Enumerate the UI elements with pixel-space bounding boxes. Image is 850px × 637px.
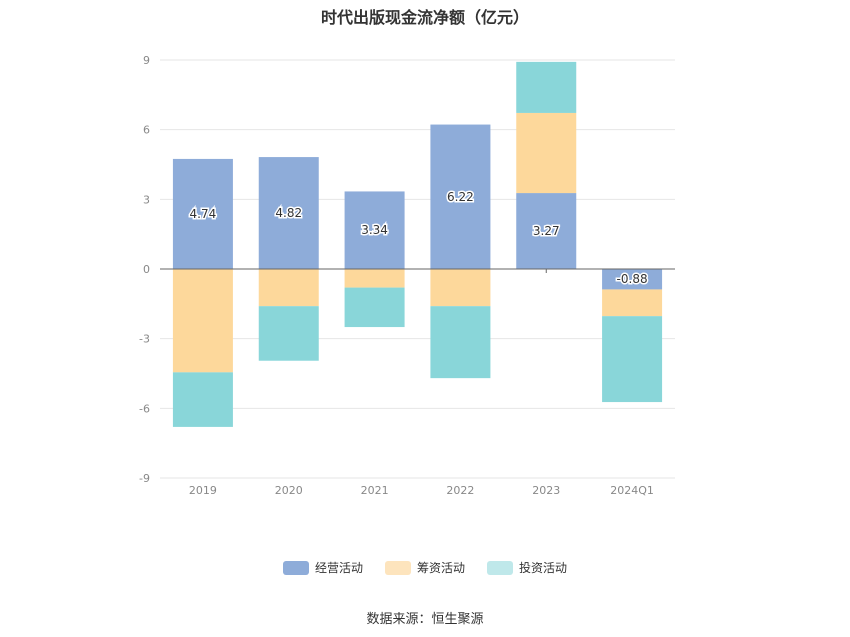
x-tick-label: 2019 bbox=[189, 484, 217, 497]
bar-经营活动-2019 bbox=[172, 158, 233, 269]
legend-swatch-operating bbox=[282, 560, 309, 575]
x-tick-label: 2023 bbox=[532, 484, 560, 497]
y-tick-label: 9 bbox=[143, 54, 150, 67]
data-label: 3.27 bbox=[533, 224, 560, 238]
bar-经营活动-2024Q1 bbox=[602, 269, 663, 290]
chart-legend: 经营活动 筹资活动 投资活动 bbox=[0, 559, 850, 576]
data-label: 6.22 bbox=[447, 190, 474, 204]
legend-label-investing: 投资活动 bbox=[519, 561, 568, 575]
bar-投资活动-2023 bbox=[516, 61, 577, 113]
legend-item-operating[interactable]: 经营活动 bbox=[282, 559, 363, 576]
y-tick-label: -9 bbox=[139, 472, 150, 485]
data-label: 4.74 bbox=[190, 207, 217, 221]
bar-筹资活动-2019 bbox=[172, 269, 233, 373]
data-source-note: 数据来源：恒生聚源 bbox=[366, 612, 484, 627]
bar-投资活动-2022 bbox=[430, 306, 491, 379]
bar-筹资活动-2024Q1 bbox=[602, 289, 663, 317]
bar-投资活动-2019 bbox=[172, 372, 233, 427]
legend-label-operating: 经营活动 bbox=[314, 561, 363, 575]
bar-投资活动-2024Q1 bbox=[602, 316, 663, 403]
legend-swatch-financing bbox=[384, 560, 411, 575]
x-tick-label: 2021 bbox=[361, 484, 389, 497]
legend-item-financing[interactable]: 筹资活动 bbox=[384, 559, 465, 576]
data-label: 4.82 bbox=[275, 206, 302, 220]
bar-筹资活动-2023 bbox=[516, 112, 577, 194]
data-label: 3.34 bbox=[361, 223, 388, 237]
bar-筹资活动-2021 bbox=[344, 269, 405, 288]
bar-投资活动-2020 bbox=[258, 306, 319, 361]
bar-筹资活动-2020 bbox=[258, 269, 319, 307]
x-tick-label: 2024Q1 bbox=[610, 484, 654, 497]
legend-swatch-investing bbox=[487, 560, 513, 575]
bar-经营活动-2020 bbox=[258, 157, 319, 269]
y-tick-label: 3 bbox=[143, 193, 150, 206]
bar-筹资活动-2022 bbox=[430, 269, 491, 307]
bar-经营活动-2021 bbox=[344, 191, 405, 269]
bar-经营活动-2023 bbox=[516, 193, 577, 269]
y-tick-label: -6 bbox=[139, 402, 150, 415]
y-tick-label: -3 bbox=[139, 333, 150, 346]
bar-投资活动-2021 bbox=[344, 287, 405, 328]
chart-canvas: 9 6 3 0 -3 -6 -9 2019 4.74 2020 4.82 2021 3.34 2022 6.… bbox=[139, 54, 675, 497]
chart-title: 时代出版现金流净额（亿元） bbox=[320, 8, 529, 27]
y-tick-label: 6 bbox=[143, 124, 150, 137]
data-label: -0.88 bbox=[617, 272, 648, 286]
bar-经营活动-2022 bbox=[430, 124, 491, 270]
y-tick-label: 0 bbox=[143, 263, 150, 276]
x-tick-label: 2022 bbox=[446, 484, 474, 497]
legend-label-financing: 筹资活动 bbox=[416, 561, 465, 575]
legend-item-investing[interactable]: 投资活动 bbox=[487, 559, 567, 576]
x-tick-label: 2020 bbox=[275, 484, 303, 497]
